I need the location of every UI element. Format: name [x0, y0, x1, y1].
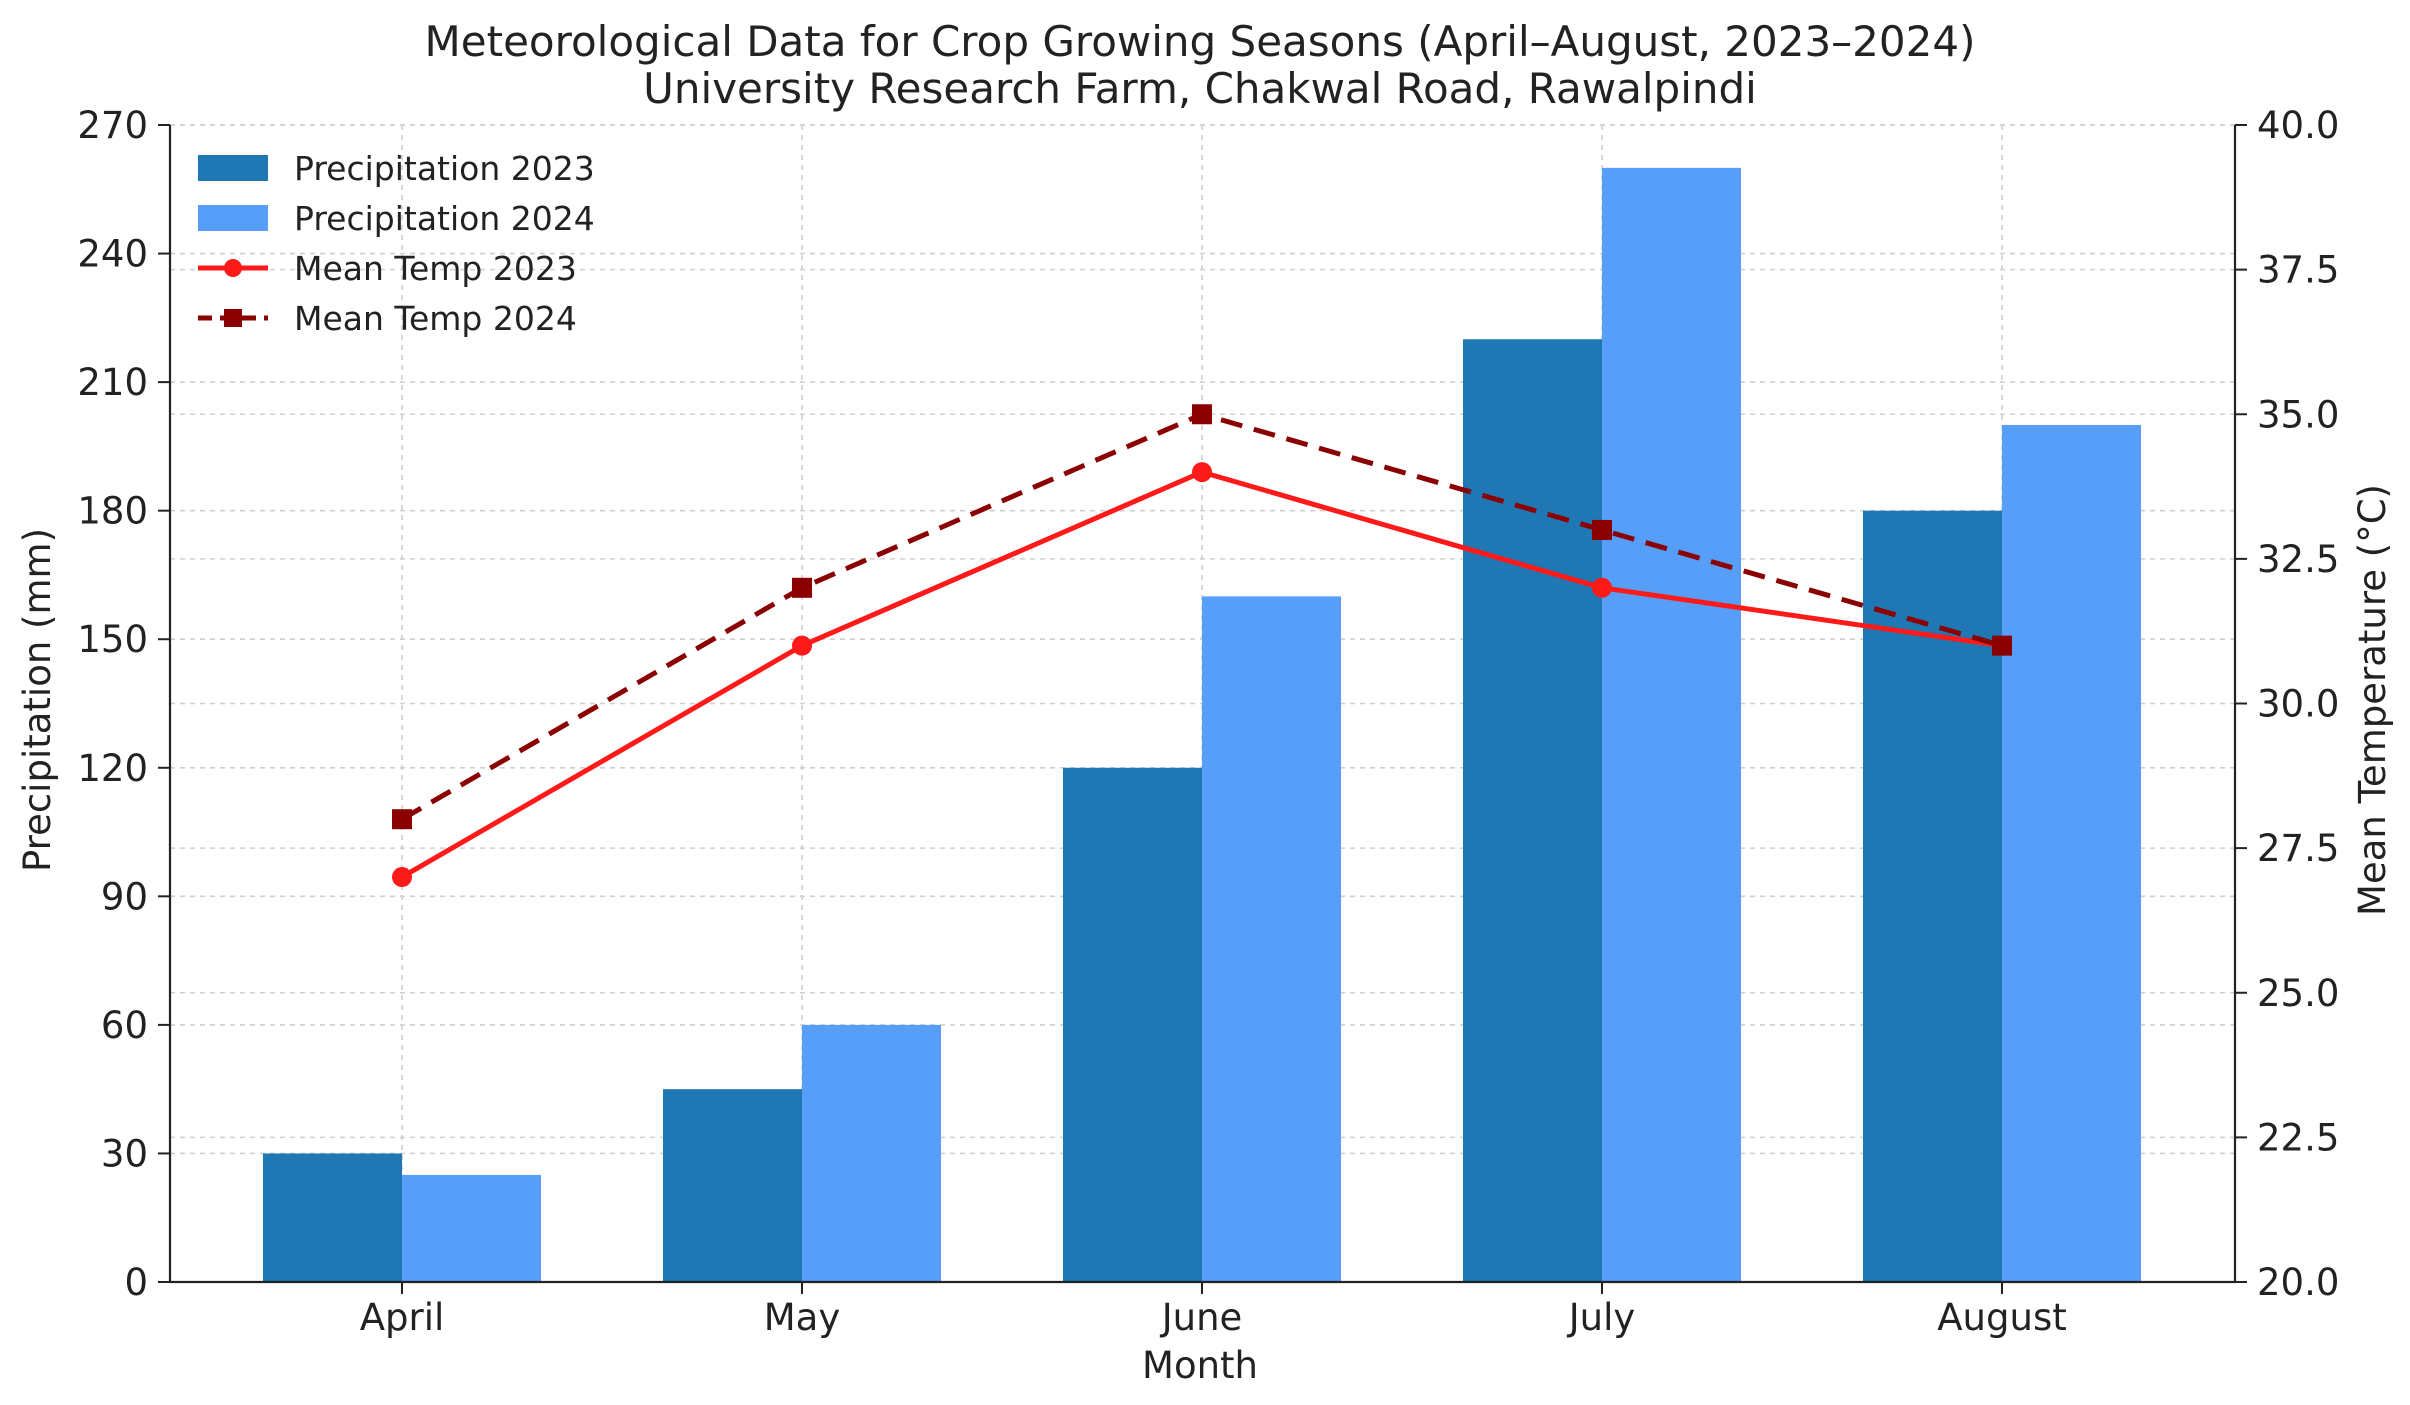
mean-temp-2023-point	[792, 635, 812, 656]
line-layer	[392, 404, 2012, 888]
bar-2023-july	[1463, 339, 1602, 1282]
mean-temp-2023-point	[1592, 577, 1612, 598]
x-tick-label: June	[1160, 1296, 1243, 1339]
mean-temp-2023-point	[1192, 462, 1212, 483]
y2-tick-label: 40.0	[2257, 104, 2339, 147]
y-axis-ticks: 0 30 60 90 120 150 180 210 240 270	[77, 104, 170, 1304]
y-tick-label: 90	[101, 875, 148, 918]
bar-2024-june	[1202, 596, 1341, 1282]
bar-2023-june	[1063, 767, 1202, 1282]
x-tick-label: May	[764, 1296, 841, 1339]
bar-2024-july	[1602, 167, 1741, 1283]
legend: Precipitation 2023 Precipitation 2024 Mean…	[198, 149, 595, 338]
y2-tick-label: 22.5	[2257, 1116, 2339, 1159]
y-tick-label: 270	[77, 104, 148, 147]
y-tick-label: 60	[101, 1004, 148, 1047]
legend-marker-temp-2024	[224, 309, 242, 327]
y2-tick-label: 25.0	[2257, 972, 2339, 1015]
y2-axis-ticks: 20.0 22.5 25.0 27.5 30.0 32.5 35.0 37.5 40.0	[2235, 104, 2339, 1304]
y-tick-label: 150	[77, 618, 148, 661]
bar-2023-may	[663, 1089, 802, 1282]
x-tick-label: August	[1937, 1296, 2066, 1339]
bar-2024-april	[402, 1174, 541, 1282]
y2-tick-label: 37.5	[2257, 249, 2339, 292]
legend-swatch-precip-2023	[198, 155, 268, 181]
bar-layer	[263, 167, 2141, 1283]
x-tick-label: April	[360, 1296, 445, 1339]
mean-temp-2024-point	[392, 809, 412, 830]
legend-label: Precipitation 2023	[294, 149, 595, 188]
bar-2023-april	[263, 1153, 402, 1282]
mean-temp-2023-point	[392, 867, 412, 888]
x-tick-label: July	[1567, 1296, 1636, 1339]
x-axis-ticks: April May June July August	[360, 1282, 2067, 1339]
legend-marker-temp-2023	[224, 259, 242, 277]
y2-tick-label: 35.0	[2257, 393, 2339, 436]
y-tick-label: 30	[101, 1132, 148, 1175]
y-tick-label: 240	[77, 233, 148, 276]
legend-label: Mean Temp 2024	[294, 299, 577, 338]
bar-2024-august	[2002, 424, 2141, 1282]
y-tick-label: 120	[77, 747, 148, 790]
y2-tick-label: 27.5	[2257, 827, 2339, 870]
legend-label: Mean Temp 2023	[294, 249, 577, 288]
mean-temp-2024-point	[1192, 404, 1212, 425]
y2-tick-label: 20.0	[2257, 1261, 2339, 1304]
mean-temp-2024-point	[792, 577, 812, 598]
y2-tick-label: 32.5	[2257, 538, 2339, 581]
y-axis-label: Precipitation (mm)	[16, 528, 59, 872]
y-tick-label: 0	[124, 1261, 148, 1304]
x-axis-label: Month	[1142, 1344, 1258, 1387]
mean-temp-2024-point	[1592, 519, 1612, 540]
y-tick-label: 210	[77, 361, 148, 404]
y2-axis-label: Mean Temperature (°C)	[2351, 484, 2394, 916]
y-tick-label: 180	[77, 490, 148, 533]
chart-subtitle: University Research Farm, Chakwal Road, …	[643, 64, 1757, 113]
mean-temp-2024-point	[1992, 635, 2012, 656]
legend-label: Precipitation 2024	[294, 199, 595, 238]
bar-2024-may	[802, 1024, 941, 1282]
y2-tick-label: 30.0	[2257, 683, 2339, 726]
chart-title: Meteorological Data for Crop Growing Sea…	[425, 17, 1976, 66]
legend-swatch-precip-2024	[198, 205, 268, 231]
